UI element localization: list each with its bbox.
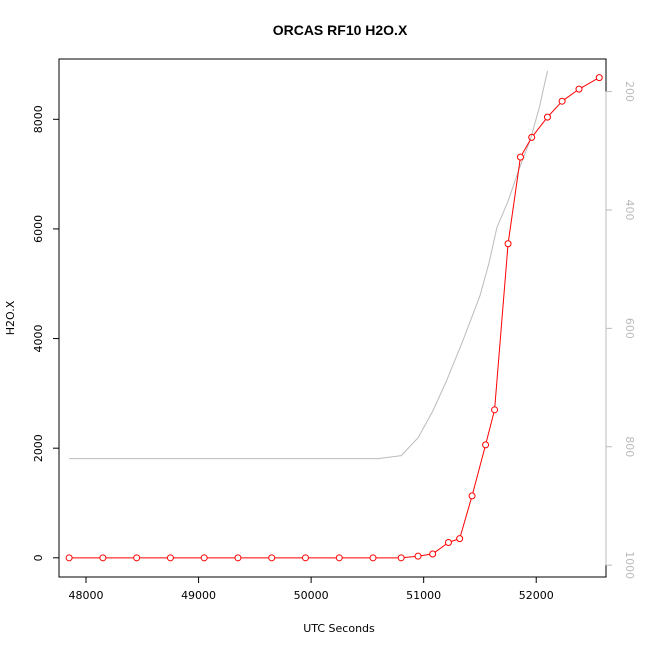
y2-axis: 200 400 600 800 1000 — [605, 81, 636, 579]
data-point — [133, 554, 141, 562]
y2-tick-label: 200 — [623, 81, 636, 102]
data-point — [558, 97, 566, 105]
series-segment-red — [472, 447, 486, 494]
plot-frame — [58, 58, 607, 578]
x-tick-label: 51000 — [406, 589, 441, 602]
data-point — [397, 554, 405, 562]
data-point — [301, 554, 309, 562]
data-point — [200, 554, 208, 562]
x-axis-label: UTC Seconds — [303, 622, 375, 635]
y2-tick-label: 1000 — [623, 551, 636, 579]
series-line-grey — [69, 70, 548, 460]
y-tick-label: 6000 — [32, 215, 45, 243]
data-point — [528, 133, 536, 141]
y-tick-label: 4000 — [32, 325, 45, 353]
chart-title: ORCAS RF10 H2O.X — [273, 22, 408, 38]
x-axis: 48000 49000 50000 51000 52000 — [69, 576, 554, 602]
data-point — [468, 492, 476, 500]
series-segment-red — [485, 412, 495, 443]
series-layer — [65, 70, 603, 562]
y-tick-label: 0 — [32, 554, 45, 561]
data-point — [595, 74, 603, 82]
data-point — [166, 554, 174, 562]
y-axis: 0 2000 4000 6000 8000 — [32, 105, 60, 561]
series-segment-red — [564, 90, 577, 100]
y2-tick-label: 800 — [623, 436, 636, 457]
data-point — [429, 550, 437, 558]
y2-tick-label: 600 — [623, 318, 636, 339]
series-segment-red — [549, 103, 561, 116]
data-point — [234, 554, 242, 562]
series-segment-red — [460, 498, 472, 536]
data-point — [504, 240, 512, 248]
data-point — [491, 406, 499, 414]
data-point — [65, 554, 73, 562]
data-point — [414, 552, 422, 560]
series-segment-red — [420, 553, 430, 557]
series-segment-red — [581, 78, 597, 89]
data-point — [543, 113, 551, 121]
y-axis-label: H2O.X — [4, 300, 17, 335]
series-segment-red — [494, 246, 509, 407]
series-segment-red — [508, 160, 521, 241]
data-point — [516, 153, 524, 161]
series-segment-red — [533, 119, 547, 136]
y-tick-label: 8000 — [32, 105, 45, 133]
series-segment-red — [404, 555, 416, 559]
data-point — [575, 85, 583, 93]
data-point — [444, 538, 452, 546]
series-segment-red — [434, 543, 447, 553]
series-segment-red — [451, 539, 458, 542]
x-tick-label: 52000 — [519, 589, 554, 602]
data-point — [482, 441, 490, 449]
data-point — [456, 535, 464, 543]
y2-tick-label: 400 — [623, 199, 636, 220]
series-segment-red — [521, 139, 531, 155]
data-point — [369, 554, 377, 562]
x-tick-label: 48000 — [69, 589, 104, 602]
x-tick-label: 50000 — [294, 589, 329, 602]
x-tick-label: 49000 — [181, 589, 216, 602]
data-point — [268, 554, 276, 562]
y-tick-label: 2000 — [32, 434, 45, 462]
data-point — [99, 554, 107, 562]
data-point — [335, 554, 343, 562]
